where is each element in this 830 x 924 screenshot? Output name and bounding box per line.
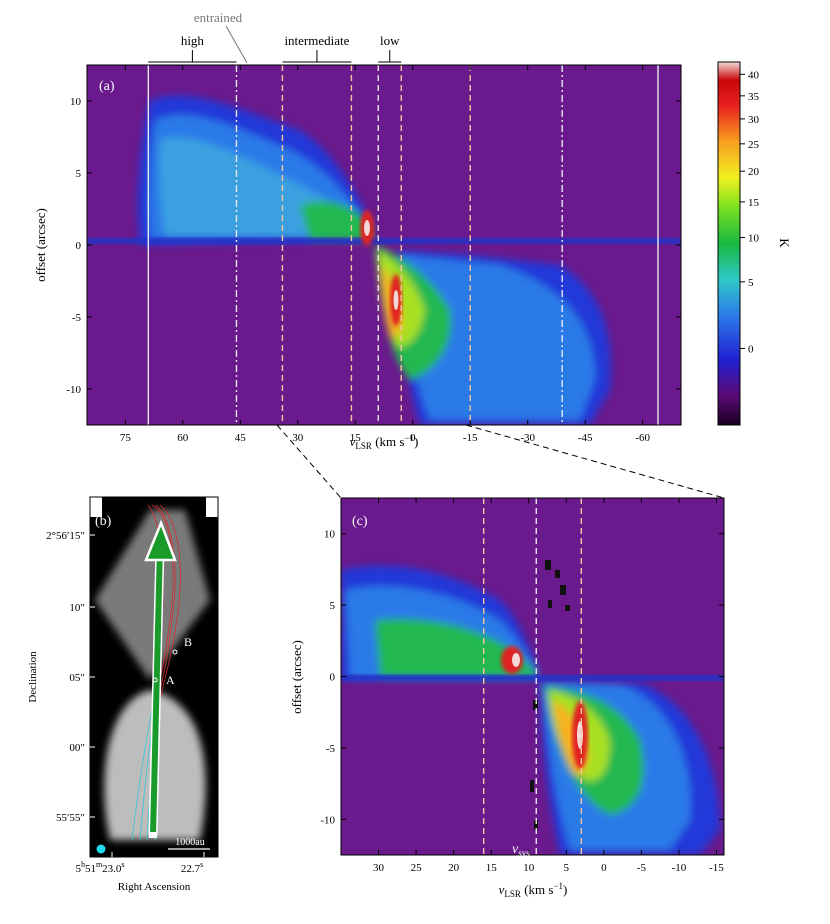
panel-b-xtick-label-1: 22.7s <box>181 860 203 875</box>
panel-b-ytick-label-0: 2°56′15″ <box>46 530 85 542</box>
regime-label-intermediate: intermediate <box>284 33 349 48</box>
panel-a-xtick-label-8: -45 <box>578 432 593 444</box>
panel-a-xtick-label-3: 30 <box>292 432 304 444</box>
panel-a-xtick-label-6: -15 <box>463 432 478 444</box>
panel-a-xtick-label-1: 60 <box>177 432 189 444</box>
panel-c-xtick-label-4: 10 <box>523 862 535 874</box>
panel-a-xlabel: vLSR (km s−1) <box>350 433 419 451</box>
entrained-label: entrained <box>194 10 243 25</box>
scalebar-label: 1000au <box>175 837 204 848</box>
panel-a-xtick-label-0: 75 <box>120 432 132 444</box>
panel-c-label: (c) <box>352 514 368 529</box>
colorbar-tick-label-5: 15 <box>748 197 760 209</box>
panel-c-xtick-label-9: -15 <box>709 862 724 874</box>
panel-c-ytick-label-1: 5 <box>330 600 336 612</box>
regime-label-high: high <box>181 33 205 48</box>
panel-c-xtick-label-0: 30 <box>373 862 385 874</box>
jet-arrow-base <box>149 832 157 838</box>
colorbar-ticks: 40 35 30 25 20 15 10 5 0 <box>740 69 760 355</box>
panel-a-emission <box>87 95 681 425</box>
panel-c-ytick-label-0: 10 <box>324 529 336 541</box>
panel-a-xtick-label-9: -60 <box>635 432 650 444</box>
panel-b-ytick-label-2: 05″ <box>69 672 85 684</box>
panel-a-ytick-label-2: 0 <box>76 240 82 252</box>
panel-c-xtick-label-1: 25 <box>411 862 423 874</box>
panel-b-ytick-label-3: 00″ <box>69 742 85 754</box>
panel-a-ytick-label-4: -10 <box>66 384 81 396</box>
panel-c-xtick-label-5: 5 <box>564 862 570 874</box>
panel-b-ticks: 2°56′15″ 10″ 05″ 00″ 55′55″ 5h51m23.0s 22.7s <box>46 530 205 875</box>
colorbar-tick-label-3: 25 <box>748 139 760 151</box>
panel-a-ytick-label-3: -5 <box>72 312 82 324</box>
panel-a-regime-labels: high intermediate low <box>148 33 402 63</box>
colorbar-tick-label-7: 5 <box>748 277 754 289</box>
source-b-label: B <box>184 635 192 649</box>
panel-c-emission <box>341 560 724 855</box>
colorbar: 40 35 30 25 20 15 10 5 0 K <box>717 61 792 426</box>
regime-label-low: low <box>380 33 400 48</box>
absorption-patches <box>530 560 570 830</box>
colorbar-label: K <box>777 238 792 248</box>
panel-c-ytick-label-3: -5 <box>326 743 336 755</box>
panel-c-ytick-label-4: -10 <box>320 814 335 826</box>
panel-b: B A 1000au (b) 2°56′15″ 10″ 05″ 00″ 55′55″ 5h… <box>27 496 219 893</box>
panel-b-label: (b) <box>95 514 112 529</box>
panel-c-xtick-label-2: 20 <box>448 862 460 874</box>
panel-c-xlabel: vLSR (km s−1) <box>499 881 568 899</box>
panel-a-label: (a) <box>99 79 115 94</box>
colorbar-tick-label-0: 40 <box>748 69 760 81</box>
colorbar-gradient <box>717 61 741 426</box>
entrained-pointer <box>225 25 248 64</box>
zoom-connector-left <box>276 424 342 499</box>
panel-b-xlabel: Right Ascension <box>118 881 191 893</box>
jet-arrow-head <box>144 519 177 562</box>
beam-ellipse <box>96 844 106 854</box>
panel-a-xtick-label-5: 0 <box>410 432 416 444</box>
colorbar-tick-label-1: 35 <box>748 91 760 103</box>
panel-b-ylabel: Declination <box>27 651 39 703</box>
panel-a-xtick-label-4: 15 <box>350 432 362 444</box>
panel-b-ytick-label-1: 10″ <box>69 602 85 614</box>
zoom-connector-right <box>465 424 725 499</box>
vsys-label: vsys <box>512 842 530 858</box>
panel-b-xtick-label-0: 5h51m23.0s <box>75 860 124 875</box>
outflow-north <box>95 510 210 680</box>
colorbar-tick-label-6: 10 <box>748 233 760 245</box>
panel-c-xtick-label-6: 0 <box>601 862 607 874</box>
panel-a-xtick-label-2: 45 <box>235 432 247 444</box>
panel-c-xtick-label-8: -10 <box>672 862 687 874</box>
panel-b-ytick-label-4: 55′55″ <box>56 812 85 824</box>
panel-c-ticks: 30 25 20 15 10 5 0 -5 -10 -15 10 5 0 -5 -10 <box>320 498 724 874</box>
panel-c-xtick-label-3: 15 <box>486 862 498 874</box>
colorbar-tick-label-4: 20 <box>748 166 760 178</box>
colorbar-tick-label-8: 0 <box>748 343 754 355</box>
panel-a-ylabel: offset (arcsec) <box>33 208 48 282</box>
source-b-marker <box>172 649 178 655</box>
panel-c-ytick-label-2: 0 <box>330 672 336 684</box>
colorbar-tick-label-2: 30 <box>748 114 760 126</box>
panel-c-xtick-label-7: -5 <box>637 862 647 874</box>
source-a-label: A <box>166 673 175 687</box>
panel-a-ytick-label-0: 10 <box>70 96 82 108</box>
panel-a-velocity-lines <box>147 65 659 425</box>
panel-a-ytick-label-1: 5 <box>76 168 82 180</box>
source-a-marker <box>152 677 158 683</box>
jet-arrow-shaft <box>150 544 163 836</box>
panel-c-ylabel: offset (arcsec) <box>289 640 304 714</box>
panel-c: 30 25 20 15 10 5 0 -5 -10 -15 10 5 0 -5 -10 (c) vsys o… <box>289 497 725 899</box>
